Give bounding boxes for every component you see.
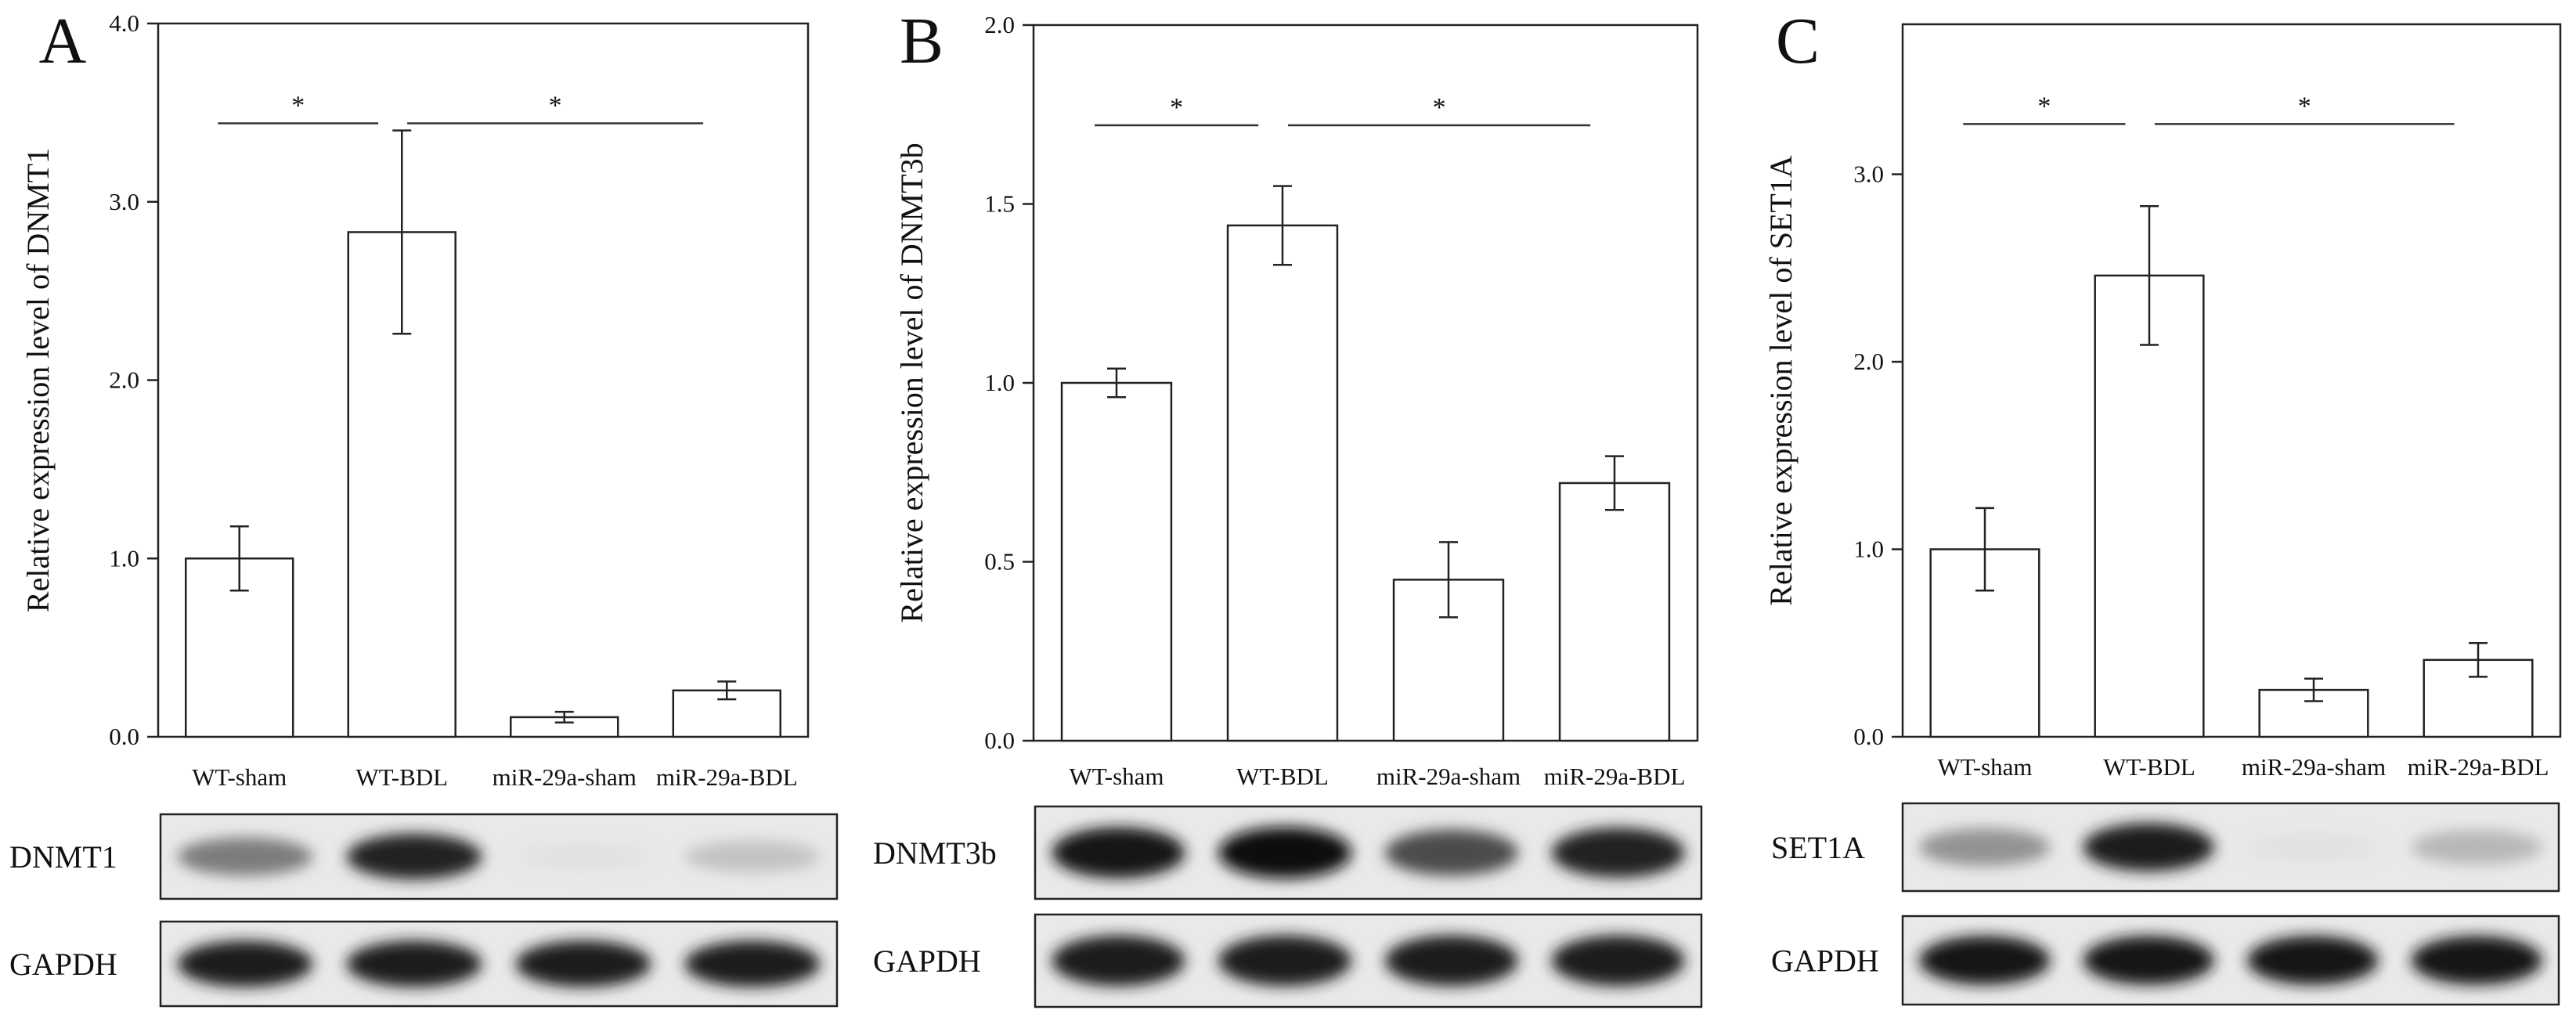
blot-band bbox=[515, 842, 651, 871]
x-tick-label: miR-29a-BDL bbox=[1544, 763, 1686, 790]
blot-set1a bbox=[1901, 802, 2560, 893]
y-tick-label: 1.0 bbox=[109, 544, 139, 572]
significance-star: * bbox=[1433, 93, 1446, 122]
blot-band bbox=[1052, 827, 1185, 878]
blot-band bbox=[1918, 936, 2051, 985]
x-tick-label: WT-sham bbox=[1069, 763, 1164, 790]
blot-band bbox=[684, 940, 821, 987]
y-axis-label: Relative expression level of DNMT3b bbox=[894, 143, 929, 622]
blot-band bbox=[515, 940, 651, 987]
y-tick-label: 3.0 bbox=[1853, 161, 1884, 188]
bar-mir-29a-bdl bbox=[1558, 482, 1671, 742]
panel-a: A 0.0 1.0 2.0 3.0 4.0 Relative expression leve… bbox=[9, 5, 839, 1008]
blot-label: GAPDH bbox=[9, 947, 117, 982]
bar-wt-sham bbox=[1060, 381, 1173, 742]
x-tick-label: miR-29a-sham bbox=[1376, 763, 1521, 790]
blot-band bbox=[177, 940, 313, 987]
blot-band bbox=[2411, 936, 2543, 985]
x-tick-label: miR-29a-sham bbox=[492, 763, 637, 791]
y-tick-label: 2.0 bbox=[984, 11, 1015, 38]
panel-label: A bbox=[39, 5, 87, 78]
blot-band bbox=[2246, 832, 2379, 863]
blot-band bbox=[1384, 935, 1518, 987]
blot-band bbox=[2083, 936, 2215, 985]
y-tick-label: 0.0 bbox=[1853, 723, 1884, 750]
y-tick-label: 1.0 bbox=[1853, 536, 1884, 563]
x-tick-label: WT-sham bbox=[192, 763, 287, 791]
blot-band bbox=[1218, 826, 1352, 879]
blot-label: DNMT1 bbox=[9, 839, 117, 875]
y-tick-label: 0.0 bbox=[109, 723, 139, 750]
significance-star: * bbox=[2298, 92, 2311, 121]
panel-label: C bbox=[1776, 5, 1820, 78]
y-tick-label: 0.0 bbox=[984, 727, 1015, 754]
blot-band bbox=[1052, 935, 1185, 987]
bar-wt-bdl bbox=[2094, 274, 2205, 738]
x-tick-label: miR-29a-sham bbox=[2242, 753, 2386, 781]
blot-dnmt1 bbox=[159, 813, 839, 900]
y-tick-label: 1.5 bbox=[984, 190, 1015, 218]
blot-gapdh bbox=[1034, 913, 1703, 1008]
y-tick-label: 2.0 bbox=[109, 366, 139, 394]
blot-band bbox=[1918, 828, 2051, 866]
y-axis-label: Relative expression level of DNMT1 bbox=[20, 148, 56, 612]
blot-label: SET1A bbox=[1771, 830, 1865, 865]
blot-band bbox=[684, 840, 821, 873]
blot-band bbox=[346, 940, 482, 987]
x-tick-label: WT-sham bbox=[1937, 753, 2032, 781]
significance-star: * bbox=[2037, 92, 2051, 121]
significance-star: * bbox=[549, 92, 562, 121]
blot-label: GAPDH bbox=[873, 943, 981, 979]
y-tick-label: 0.5 bbox=[984, 548, 1015, 575]
blot-band bbox=[346, 833, 482, 880]
x-tick-label: WT-BDL bbox=[1236, 763, 1329, 790]
y-tick-label: 4.0 bbox=[109, 9, 139, 37]
blot-gapdh bbox=[1901, 915, 2560, 1006]
x-tick-label: miR-29a-BDL bbox=[2408, 753, 2549, 781]
y-tick-label: 3.0 bbox=[109, 188, 139, 215]
blot-band bbox=[2411, 830, 2543, 864]
y-tick-label: 2.0 bbox=[1853, 348, 1884, 375]
x-tick-label: miR-29a-BDL bbox=[656, 763, 798, 791]
y-tick-label: 1.0 bbox=[984, 369, 1015, 396]
blot-label: DNMT3b bbox=[873, 835, 997, 871]
blot-dnmt3b bbox=[1034, 805, 1703, 900]
blot-band bbox=[1218, 935, 1352, 987]
blot-label: GAPDH bbox=[1771, 943, 1879, 979]
plot-frame bbox=[1901, 23, 2562, 738]
blot-band bbox=[2246, 936, 2379, 985]
x-tick-label: WT-BDL bbox=[355, 763, 448, 791]
panel-label: B bbox=[900, 5, 943, 78]
x-tick-label: WT-BDL bbox=[2103, 753, 2195, 781]
significance-star: * bbox=[291, 92, 305, 121]
blot-band bbox=[1551, 935, 1685, 987]
panel-b: B 0.0 0.5 1.0 1.5 2.0 Relative expression leve… bbox=[873, 5, 1703, 1008]
panel-c: C 0.0 1.0 2.0 3.0 Relative expression level o… bbox=[1763, 5, 2562, 1006]
bar-wt-bdl bbox=[1226, 224, 1339, 742]
blot-band bbox=[2083, 823, 2215, 871]
significance-star: * bbox=[1170, 93, 1183, 122]
blot-gapdh bbox=[159, 920, 839, 1008]
blot-band bbox=[1384, 829, 1518, 876]
blot-band bbox=[177, 837, 313, 876]
y-axis-label: Relative expression level of SET1A bbox=[1763, 155, 1799, 606]
blot-band bbox=[1551, 828, 1685, 878]
